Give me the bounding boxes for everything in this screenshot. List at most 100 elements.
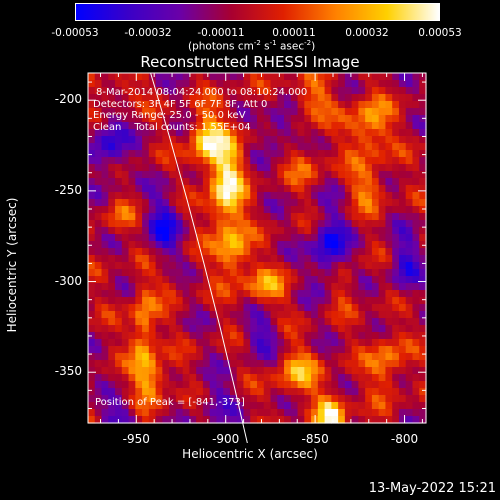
heatmap-cell — [351, 80, 359, 88]
heatmap-cell — [115, 87, 123, 95]
heatmap-cell — [142, 192, 150, 200]
heatmap-cell — [236, 276, 245, 284]
heatmap-cell — [284, 220, 292, 228]
heatmap-cell — [297, 192, 305, 200]
heatmap-cell — [344, 108, 353, 116]
heatmap-cell — [169, 290, 177, 298]
x-tick-label: -950 — [122, 432, 150, 446]
heatmap-cell — [358, 360, 366, 368]
heatmap-cell — [216, 367, 224, 375]
heatmap-cell — [182, 248, 190, 256]
heatmap-cell — [189, 388, 197, 396]
heatmap-cell — [142, 220, 150, 228]
heatmap-cell — [263, 283, 272, 291]
heatmap-cell — [175, 325, 184, 333]
heatmap-cell — [270, 262, 278, 270]
heatmap-cell — [128, 269, 136, 277]
heatmap-cell — [331, 73, 339, 81]
heatmap-cell — [229, 199, 238, 207]
heatmap-cell — [398, 360, 407, 368]
heatmap-cell — [94, 353, 103, 361]
heatmap-cell — [311, 178, 319, 186]
heatmap-cell — [270, 276, 278, 284]
heatmap-cell — [290, 220, 299, 228]
heatmap-cell — [169, 73, 177, 81]
heatmap-cell — [94, 283, 103, 291]
heatmap-cell — [257, 227, 265, 235]
heatmap-cell — [115, 402, 123, 410]
heatmap-cell — [412, 73, 420, 81]
heatmap-cell — [405, 206, 414, 214]
heatmap-cell — [162, 290, 170, 298]
heatmap-cell — [209, 290, 218, 298]
heatmap-cell — [324, 374, 332, 382]
heatmap-cell — [128, 136, 136, 144]
heatmap-cell — [351, 325, 359, 333]
heatmap-cell — [338, 171, 346, 179]
heatmap-cell — [304, 213, 312, 221]
heatmap-cell — [250, 73, 258, 81]
heatmap-cell — [331, 115, 339, 123]
heatmap-cell — [175, 171, 184, 179]
heatmap-cell — [290, 353, 299, 361]
heatmap-cell — [121, 94, 130, 102]
heatmap-cell — [351, 346, 359, 354]
heatmap-cell — [297, 122, 305, 130]
heatmap-cell — [398, 248, 407, 256]
heatmap-cell — [405, 360, 414, 368]
heatmap-cell — [209, 136, 218, 144]
heatmap-cell — [223, 122, 231, 130]
heatmap-cell — [351, 136, 359, 144]
heatmap-cell — [101, 255, 109, 263]
heatmap-cell — [148, 311, 157, 319]
heatmap-cell — [155, 199, 163, 207]
heatmap-cell — [270, 332, 278, 340]
heatmap-cell — [94, 136, 103, 144]
heatmap-cell — [385, 416, 393, 424]
heatmap-cell — [108, 262, 116, 270]
heatmap-cell — [405, 276, 414, 284]
heatmap-cell — [202, 129, 211, 137]
heatmap-cell — [358, 178, 366, 186]
heatmap-cell — [277, 283, 285, 291]
heatmap-cell — [351, 269, 359, 277]
heatmap-cell — [189, 213, 197, 221]
heatmap-cell — [189, 94, 197, 102]
heatmap-cell — [284, 248, 292, 256]
heatmap-cell — [121, 87, 130, 95]
heatmap-cell — [243, 283, 251, 291]
heatmap-cell — [142, 129, 150, 137]
heatmap-cell — [236, 241, 245, 249]
heatmap-cell — [263, 157, 272, 165]
heatmap-cell — [189, 311, 197, 319]
heatmap-cell — [202, 388, 211, 396]
heatmap-cell — [257, 395, 265, 403]
heatmap-cell — [378, 297, 387, 305]
heatmap-cell — [169, 227, 177, 235]
heatmap-cell — [142, 304, 150, 312]
heatmap-cell — [338, 227, 346, 235]
heatmap-cell — [317, 192, 326, 200]
heatmap-cell — [398, 290, 407, 298]
heatmap-cell — [284, 115, 292, 123]
heatmap-cell — [216, 185, 224, 193]
heatmap-cell — [223, 241, 231, 249]
heatmap-cell — [371, 206, 380, 214]
heatmap-cell — [324, 276, 332, 284]
heatmap-cell — [398, 136, 407, 144]
heatmap-cell — [121, 122, 130, 130]
heatmap-cell — [371, 143, 380, 151]
heatmap-cell — [250, 241, 258, 249]
heatmap-cell — [108, 192, 116, 200]
heatmap-cell — [223, 325, 231, 333]
heatmap-cell — [331, 108, 339, 116]
heatmap-cell — [94, 178, 103, 186]
heatmap-cell — [148, 269, 157, 277]
heatmap-cell — [371, 136, 380, 144]
heatmap-cell — [229, 94, 238, 102]
heatmap-cell — [311, 94, 319, 102]
heatmap-cell — [385, 353, 393, 361]
heatmap-cell — [257, 402, 265, 410]
heatmap-cell — [412, 381, 420, 389]
colorbar — [75, 3, 440, 21]
